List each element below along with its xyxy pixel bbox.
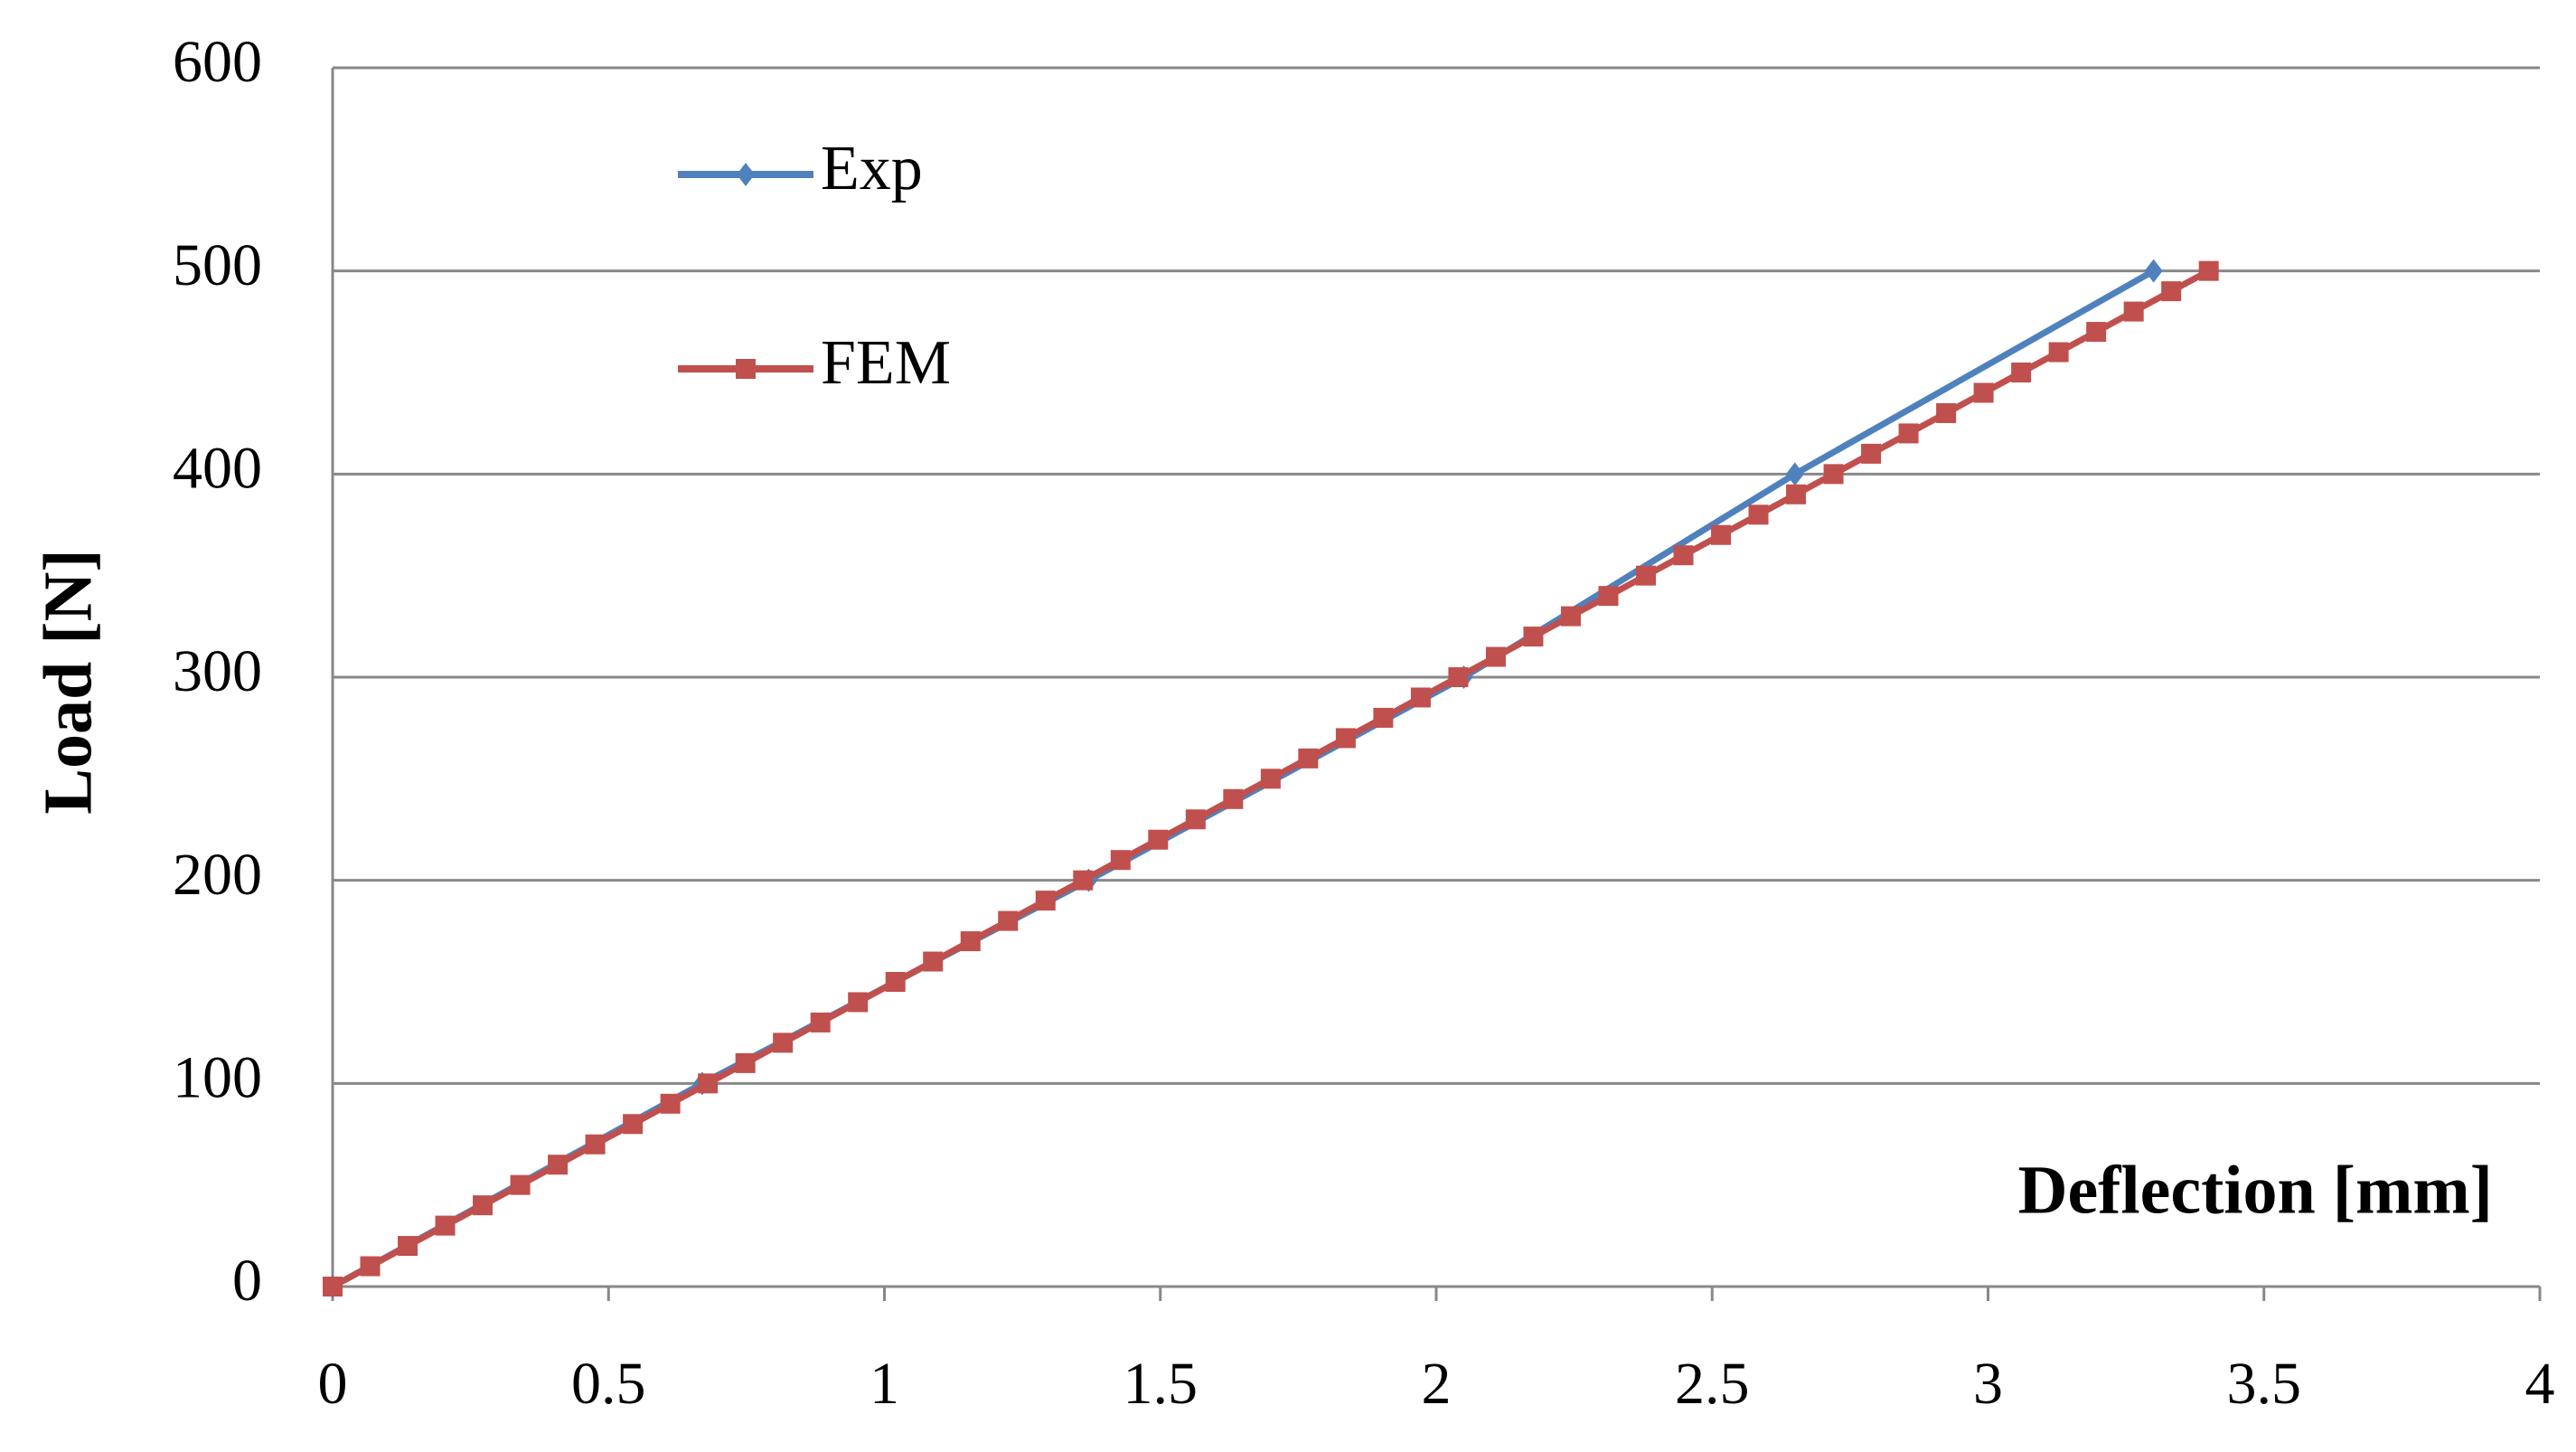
- y-tick-label: 200: [173, 842, 262, 908]
- marker: [1823, 464, 1844, 485]
- marker: [1410, 687, 1431, 708]
- marker: [1523, 627, 1544, 647]
- series-line: [331, 268, 2156, 1290]
- y-tick-label: 500: [173, 232, 262, 298]
- legend-marker: [737, 163, 755, 186]
- marker: [510, 1174, 531, 1195]
- marker: [2048, 342, 2069, 363]
- marker: [1560, 606, 1581, 627]
- legend-marker: [736, 359, 756, 379]
- marker: [848, 992, 869, 1013]
- y-axis-title: Load [N]: [30, 549, 106, 814]
- marker: [1298, 748, 1319, 768]
- marker: [1748, 504, 1769, 525]
- y-tick-label: 300: [173, 638, 262, 704]
- marker: [998, 910, 1019, 931]
- marker: [585, 1134, 606, 1155]
- marker: [1786, 484, 1807, 504]
- marker: [1223, 788, 1244, 809]
- marker: [435, 1215, 456, 1236]
- marker: [885, 972, 906, 992]
- marker: [2198, 260, 2219, 281]
- marker: [1110, 850, 1131, 871]
- x-tick-label: 1: [870, 1351, 899, 1417]
- marker: [1185, 809, 1206, 830]
- marker: [735, 1052, 756, 1073]
- marker: [1861, 443, 1882, 464]
- marker: [398, 1236, 418, 1257]
- marker: [1673, 545, 1694, 566]
- x-tick-label: 2.5: [1675, 1351, 1750, 1417]
- marker: [2086, 322, 2107, 343]
- marker: [698, 1073, 719, 1094]
- marker: [1936, 402, 1957, 423]
- y-tick-label: 600: [173, 29, 262, 95]
- marker: [1148, 829, 1169, 850]
- marker: [2144, 259, 2163, 283]
- marker: [1598, 586, 1619, 607]
- y-tick-label: 100: [173, 1044, 262, 1110]
- marker: [1898, 423, 1919, 444]
- marker: [1485, 646, 1506, 667]
- legend-label: FEM: [821, 328, 951, 398]
- marker: [473, 1195, 494, 1216]
- marker: [1711, 524, 1732, 545]
- marker: [660, 1093, 681, 1114]
- x-tick-label: 3: [1973, 1351, 2003, 1417]
- marker: [623, 1114, 644, 1135]
- marker: [2161, 281, 2182, 302]
- marker: [2011, 363, 2032, 382]
- marker: [923, 951, 944, 972]
- x-axis-title: Deflection [mm]: [2018, 1152, 2493, 1228]
- marker: [773, 1032, 794, 1053]
- marker: [1335, 728, 1356, 749]
- x-tick-label: 3.5: [2227, 1351, 2302, 1417]
- marker: [1260, 768, 1281, 789]
- marker: [810, 1012, 831, 1032]
- marker: [1448, 667, 1469, 687]
- marker: [1785, 462, 1804, 486]
- legend-label: Exp: [821, 134, 923, 203]
- x-tick-label: 1.5: [1123, 1351, 1199, 1417]
- x-tick-label: 0.5: [571, 1351, 646, 1417]
- y-tick-label: 400: [173, 435, 262, 501]
- marker: [1635, 565, 1656, 586]
- marker: [360, 1256, 381, 1277]
- y-tick-label: 0: [232, 1248, 262, 1314]
- marker: [1973, 382, 1994, 403]
- x-tick-label: 4: [2525, 1351, 2555, 1417]
- marker: [323, 1277, 343, 1296]
- x-tick-label: 0: [318, 1351, 348, 1417]
- marker: [1035, 891, 1056, 911]
- marker: [1073, 870, 1094, 891]
- marker: [960, 931, 981, 952]
- marker: [2123, 301, 2144, 322]
- marker: [1373, 707, 1394, 728]
- x-tick-label: 2: [1422, 1351, 1452, 1417]
- marker: [548, 1155, 569, 1175]
